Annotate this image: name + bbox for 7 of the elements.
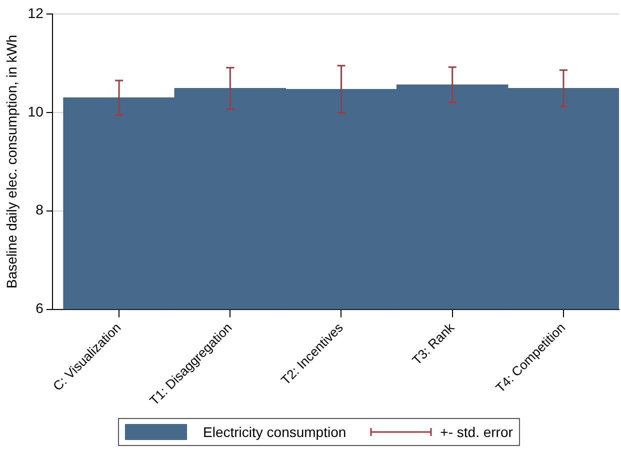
y-axis-title: Baseline daily elec. consumption, in kWh xyxy=(3,34,20,288)
y-tick-label: 8 xyxy=(36,202,44,218)
y-tick-label: 6 xyxy=(36,300,44,316)
y-tick-label: 10 xyxy=(28,103,44,120)
text: +- std. error xyxy=(440,424,513,440)
y-tick-label: 12 xyxy=(28,4,44,21)
legend-label: Electricity consumption xyxy=(203,424,346,440)
